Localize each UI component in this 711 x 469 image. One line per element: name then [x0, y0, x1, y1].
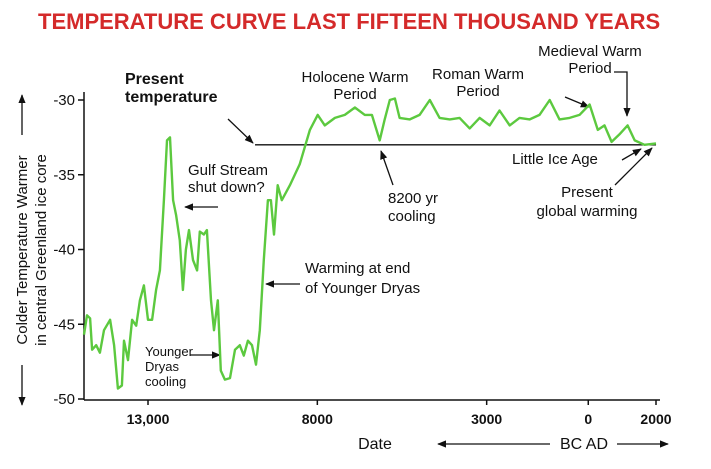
- x-tick-label: 13,000: [127, 411, 170, 427]
- annotation: Roman Warm: [432, 66, 524, 83]
- annotation-arrow: [614, 147, 653, 186]
- era-label: BC AD: [560, 436, 608, 453]
- annotation-arrow: [227, 118, 254, 144]
- y-tick-label: -45: [53, 316, 75, 333]
- y-tick-label: -30: [53, 92, 75, 109]
- annotation: temperature: [125, 89, 218, 106]
- x-tick-label: 3000: [471, 411, 502, 427]
- annotation: global warming: [537, 203, 638, 220]
- x-tick-label: 0: [584, 411, 592, 427]
- chart-title: TEMPERATURE CURVE LAST FIFTEEN THOUSAND …: [38, 9, 660, 34]
- annotation: Period: [456, 83, 499, 100]
- annotation: Little Ice Age: [512, 151, 598, 168]
- y-tick-label: -35: [53, 167, 75, 184]
- annotation: Warming at end: [305, 260, 410, 277]
- y-tick-label: -50: [53, 391, 75, 408]
- annotation: of Younger Dryas: [305, 280, 420, 297]
- annotation-arrow: [621, 148, 642, 161]
- annotation: Younger: [145, 344, 194, 359]
- annotation: Medieval Warm: [538, 43, 642, 60]
- y-label-group: Colder Temperature Warmer: [14, 94, 31, 406]
- y-label: Colder Temperature Warmer: [14, 155, 31, 344]
- x-label: Date: [358, 436, 392, 453]
- temperature-line: [82, 97, 657, 390]
- annotation: Period: [568, 60, 611, 77]
- annotation: cooling: [145, 374, 186, 389]
- x-tick-label: 2000: [640, 411, 671, 427]
- annotation-arrow: [614, 71, 631, 117]
- annotation: shut down?: [188, 179, 265, 196]
- annotation: Gulf Stream: [188, 162, 268, 179]
- annotation: 8200 yr: [388, 190, 438, 207]
- annotation: Present: [125, 71, 184, 88]
- annotation-arrow: [564, 96, 590, 108]
- y-tick-label: -40: [53, 242, 75, 259]
- annotation: Dryas: [145, 359, 179, 374]
- y-sublabel: in central Greenland ice core: [33, 154, 50, 346]
- annotation: Period: [333, 86, 376, 103]
- annotation: Present: [561, 184, 614, 201]
- x-tick-label: 8000: [302, 411, 333, 427]
- annotation-arrow: [380, 150, 394, 186]
- annotation: Holocene Warm: [302, 69, 409, 86]
- annotation: cooling: [388, 208, 436, 225]
